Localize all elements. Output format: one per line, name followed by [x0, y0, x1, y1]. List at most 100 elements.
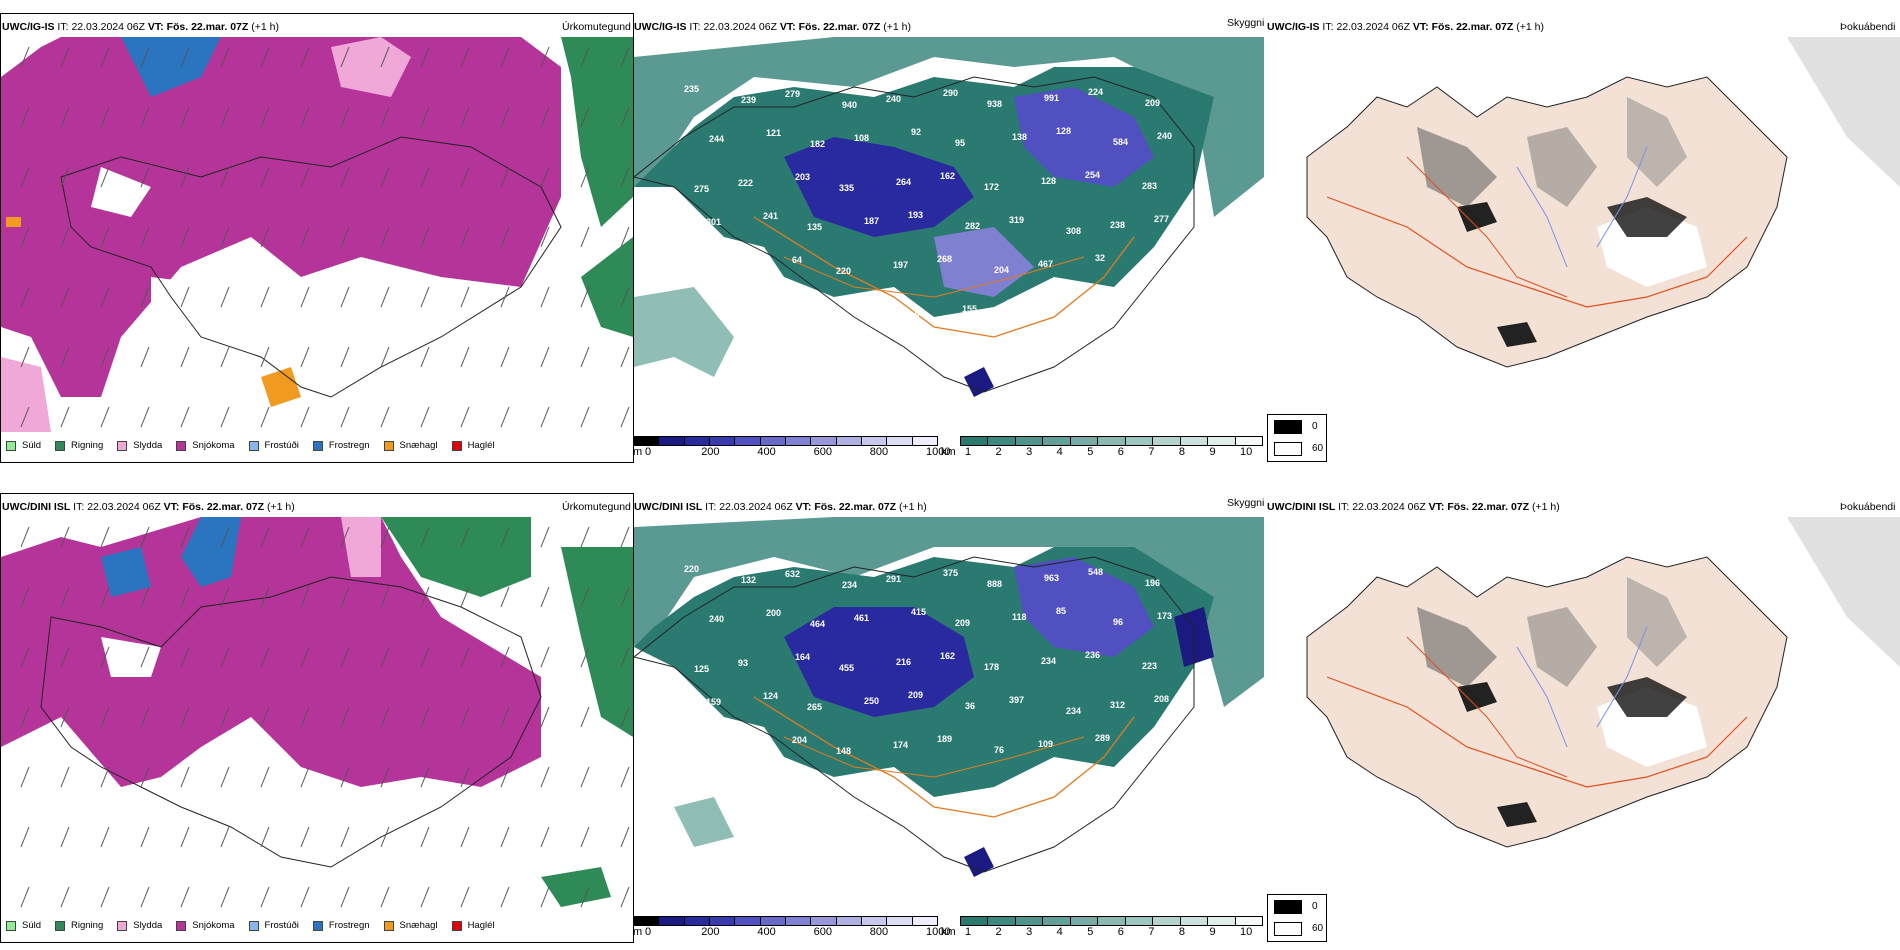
- legend-swatch: [312, 920, 323, 931]
- colorbar-segment: [760, 917, 786, 925]
- m-colorbar-1: [633, 436, 938, 446]
- elevation-label: 319: [1009, 215, 1024, 225]
- colorbar-segment: [1235, 437, 1262, 445]
- colorbar-tick: 6: [1117, 926, 1124, 938]
- colorbar-tick: 2: [995, 926, 1002, 938]
- legend-label: Súld: [22, 440, 42, 451]
- elevation-label: 224: [1088, 87, 1103, 97]
- elevation-label: 397: [1009, 695, 1024, 705]
- elevation-label: 64: [792, 255, 802, 265]
- elevation-label: 109: [1038, 739, 1053, 749]
- lead-time: (+1 h): [251, 21, 279, 33]
- elevation-label: 235: [684, 84, 699, 94]
- elevation-label: 204: [792, 735, 807, 745]
- legend-swatch: [176, 440, 187, 451]
- elevation-label: 62: [804, 785, 814, 795]
- elevation-label: 342: [735, 741, 750, 751]
- colorbar-segment: [634, 437, 660, 445]
- it-value: 22.03.2024 06Z: [1352, 501, 1426, 513]
- model-name: UWC/DINI ISL: [634, 501, 703, 513]
- elevation-label: 124: [763, 691, 778, 701]
- precip-panel-frame-2: [0, 493, 634, 943]
- elevation-label: 164: [795, 652, 810, 662]
- legend-item: Slydda: [117, 440, 162, 451]
- colorbar-segment: [836, 917, 862, 925]
- colorbar-unit: m: [633, 446, 643, 458]
- vt-value: Fös. 22.mar. 07Z: [1431, 21, 1514, 33]
- elevation-label: 209: [1145, 98, 1160, 108]
- colorbar-tick: 9: [1209, 446, 1216, 458]
- elevation-label: 240: [709, 614, 724, 624]
- legend-swatch: [248, 440, 259, 451]
- vt-label: VT:: [1412, 21, 1429, 33]
- precip-legend-2: Súld Rigning Slydda Snjókoma Frostúði Frostre…: [6, 920, 509, 931]
- colorbar-segment: [785, 917, 812, 925]
- elevation-label: 178: [984, 662, 999, 672]
- legend-swatch: [6, 920, 16, 931]
- lead-time: (+1 h): [898, 501, 927, 513]
- elevation-label: 118: [1012, 612, 1027, 622]
- colorbar-segment: [709, 917, 736, 925]
- colorbar-tick: 600: [813, 926, 832, 938]
- colorbar-tick: 800: [869, 926, 889, 938]
- vt-value: Fös. 22.mar. 07Z: [814, 501, 897, 513]
- colorbar-tick: 400: [757, 926, 776, 938]
- legend-label: Frostúði: [264, 920, 299, 931]
- colorbar-tick: 400: [757, 446, 776, 458]
- legend-swatch: [55, 920, 66, 931]
- vt-label: VT:: [163, 501, 180, 513]
- elevation-label: 95: [955, 138, 965, 148]
- it-label: IT:: [689, 21, 701, 33]
- colorbar-segment: [988, 437, 1016, 445]
- elevation-label: 240: [1157, 131, 1172, 141]
- elevation-label: 335: [839, 183, 854, 193]
- cloud-map-svg: 235 239 279 940 240 290 938 991 224 209 244 121 182 1…: [634, 37, 1264, 432]
- vt-label: VT:: [147, 21, 164, 33]
- legend-item: Frostregn: [312, 440, 370, 451]
- legend-item: Súld: [6, 920, 41, 931]
- colorbar-segment: [1153, 917, 1181, 925]
- elevation-label: 467: [1038, 259, 1053, 269]
- legend-swatch: [55, 440, 66, 451]
- fog-label-0: 0: [1312, 901, 1318, 912]
- legend-label: Rigning: [71, 440, 104, 451]
- elevation-label: 234: [1066, 706, 1081, 716]
- colorbar-tick: 600: [813, 446, 832, 458]
- lead-time: (+1 h): [883, 21, 911, 33]
- colorbar-segment: [1180, 437, 1209, 445]
- colorbar-segment: [1208, 917, 1236, 925]
- elevation-label: 375: [943, 568, 958, 578]
- elevation-label: 108: [854, 133, 869, 143]
- it-label: IT:: [57, 21, 69, 33]
- precip-panel-frame-1: [0, 13, 634, 463]
- elevation-label: 329: [1139, 264, 1154, 274]
- colorbar-unit: m: [633, 926, 643, 938]
- it-label: IT:: [705, 501, 717, 513]
- elevation-label: 69: [691, 747, 701, 757]
- vt-label: VT:: [1428, 501, 1445, 513]
- elevation-label: 548: [1088, 567, 1103, 577]
- legend-swatch: [117, 440, 128, 451]
- fog-header-2: UWC/DINI ISL IT: 22.03.2024 06Z VT: Fös.…: [1267, 501, 1560, 513]
- elevation-label: 203: [795, 172, 810, 182]
- km-colorbar-2: [960, 916, 1263, 926]
- legend-swatch: [383, 920, 394, 931]
- precip-header-2: UWC/DINI ISL IT: 22.03.2024 06Z VT: Fös.…: [2, 501, 295, 513]
- colorbar-segment: [1043, 437, 1071, 445]
- colorbar-segment: [659, 437, 685, 445]
- elevation-label: 96: [1113, 617, 1123, 627]
- it-value: 22.03.2024 06Z: [87, 501, 161, 513]
- elevation-label: 128: [1056, 126, 1071, 136]
- legend-label: Slydda: [133, 920, 163, 931]
- elevation-label: 85: [1056, 606, 1066, 616]
- fog-title-2: Þokuábendi: [1840, 501, 1896, 513]
- colorbar-segment: [1043, 917, 1071, 925]
- colorbar-tick: 8: [1178, 446, 1185, 458]
- elevation-label: 56: [1063, 309, 1073, 319]
- legend-item: Snjókoma: [176, 440, 235, 451]
- legend-item: Rigning: [55, 920, 103, 931]
- elevation-label: 312: [1110, 700, 1125, 710]
- colorbar-segment: [988, 917, 1016, 925]
- colorbar-unit: km: [941, 926, 956, 938]
- legend-item: Snjókoma: [176, 920, 235, 931]
